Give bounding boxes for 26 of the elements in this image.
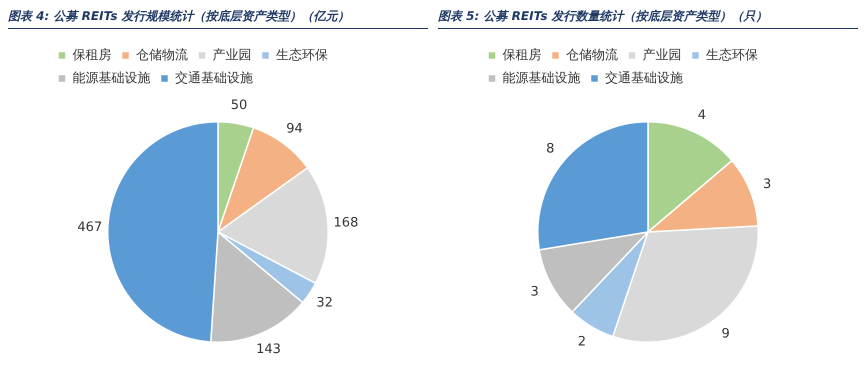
legend-label: 保租房 bbox=[72, 46, 112, 63]
data-label: 3 bbox=[763, 176, 772, 192]
data-label: 32 bbox=[316, 296, 333, 311]
legend-label: 交通基础设施 bbox=[605, 70, 683, 86]
legend-label: 生态环保 bbox=[276, 48, 328, 63]
legend-label: 能源基础设施 bbox=[502, 70, 580, 86]
data-label: 94 bbox=[286, 121, 303, 136]
legend-label: 仓储物流 bbox=[136, 46, 188, 63]
data-label: 168 bbox=[334, 216, 358, 231]
legend-label: 产业园 bbox=[212, 48, 252, 63]
data-label: 143 bbox=[256, 342, 281, 358]
chart-title: 图表 5: 公募 REITs 发行数量统计（按底层资产类型）（只） bbox=[438, 8, 858, 29]
legend-label: 产业园 bbox=[642, 48, 682, 63]
data-label: 4 bbox=[698, 108, 706, 123]
data-label: 9 bbox=[721, 326, 730, 342]
legend-label: 交通基础设施 bbox=[175, 70, 253, 86]
data-label: 3 bbox=[530, 284, 539, 300]
data-label: 467 bbox=[77, 220, 102, 236]
legend-label: 生态环保 bbox=[706, 48, 758, 63]
legend-label: 仓储物流 bbox=[566, 46, 618, 63]
data-label: 8 bbox=[546, 141, 554, 156]
chart-title: 图表 4: 公募 REITs 发行规模统计（按底层资产类型）（亿元） bbox=[8, 8, 428, 29]
data-label: 50 bbox=[230, 98, 248, 113]
data-label: 2 bbox=[578, 334, 586, 350]
legend-label: 保租房 bbox=[502, 46, 542, 63]
legend-label: 能源基础设施 bbox=[72, 70, 150, 86]
